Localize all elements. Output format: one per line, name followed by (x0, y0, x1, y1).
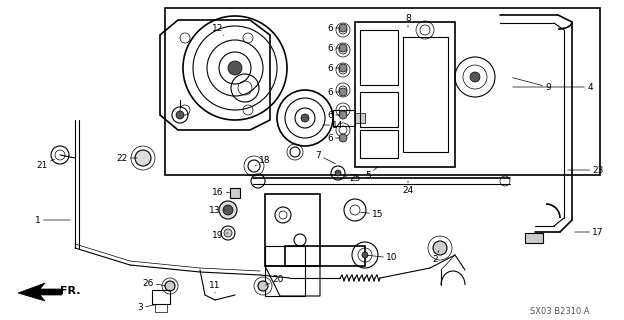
Bar (265, 194, 320, 266)
Circle shape (339, 24, 347, 32)
Bar (155, 304, 167, 312)
Circle shape (223, 205, 233, 215)
Text: 6: 6 (327, 133, 340, 142)
Text: 8: 8 (405, 13, 411, 27)
Text: FR.: FR. (60, 286, 80, 296)
Text: 6: 6 (327, 87, 340, 97)
Text: 6: 6 (327, 23, 340, 33)
Circle shape (339, 64, 347, 72)
Bar (360, 92, 398, 127)
Circle shape (258, 281, 268, 291)
Circle shape (165, 281, 175, 291)
Bar (265, 246, 305, 296)
Bar (360, 30, 398, 85)
Circle shape (176, 111, 184, 119)
Text: 2: 2 (432, 251, 439, 265)
Bar (360, 130, 398, 158)
Circle shape (135, 150, 151, 166)
Text: 20: 20 (266, 276, 284, 285)
Text: 6: 6 (327, 110, 340, 119)
Bar (152, 290, 170, 304)
Bar (355, 22, 455, 167)
Circle shape (339, 88, 347, 96)
Bar (355, 113, 365, 123)
Text: 5: 5 (365, 167, 378, 180)
Text: 6: 6 (327, 63, 340, 73)
Text: 7: 7 (315, 150, 336, 164)
Circle shape (224, 229, 232, 237)
Bar (525, 233, 543, 243)
Text: 14: 14 (323, 121, 344, 130)
Circle shape (339, 134, 347, 142)
Text: 10: 10 (368, 253, 397, 262)
Circle shape (228, 61, 242, 75)
Text: 24: 24 (402, 181, 414, 195)
Bar (285, 246, 365, 266)
Bar (403, 37, 448, 152)
Circle shape (339, 44, 347, 52)
Text: 4: 4 (513, 83, 593, 92)
Text: 21: 21 (36, 159, 54, 170)
Text: 6: 6 (327, 44, 340, 52)
Circle shape (335, 170, 341, 176)
Text: 9: 9 (513, 78, 551, 92)
Text: 15: 15 (361, 210, 384, 219)
Text: 1: 1 (35, 215, 71, 225)
Circle shape (339, 111, 347, 119)
Text: SX03 B2310 A: SX03 B2310 A (530, 308, 590, 316)
Polygon shape (18, 283, 62, 301)
Text: 11: 11 (209, 281, 221, 293)
Text: 12: 12 (212, 23, 223, 36)
Text: 16: 16 (212, 188, 230, 196)
Bar (230, 188, 240, 198)
Text: 19: 19 (212, 230, 228, 239)
Circle shape (219, 201, 237, 219)
Circle shape (470, 72, 480, 82)
Circle shape (301, 114, 309, 122)
Circle shape (362, 252, 368, 258)
Text: 3: 3 (137, 303, 155, 313)
Text: 26: 26 (142, 278, 165, 287)
Text: 23: 23 (568, 165, 603, 174)
Circle shape (433, 241, 447, 255)
Text: 25: 25 (343, 173, 361, 182)
Text: 13: 13 (209, 205, 225, 214)
Text: 18: 18 (255, 156, 271, 166)
Text: 22: 22 (116, 154, 137, 163)
Text: 17: 17 (575, 228, 604, 236)
Bar (333, 110, 355, 126)
